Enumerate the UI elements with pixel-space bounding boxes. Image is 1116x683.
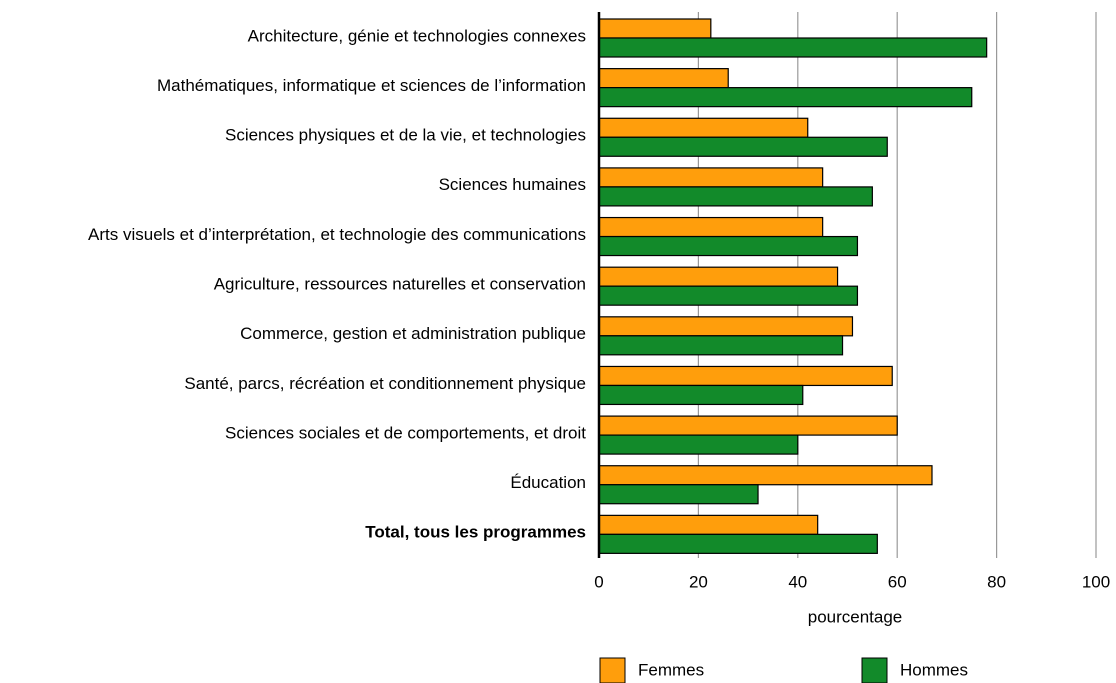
bar [598, 18, 712, 39]
legend-label: Hommes [900, 660, 968, 679]
bar [598, 235, 859, 257]
bar [598, 533, 878, 554]
bar [598, 465, 933, 486]
category-label: Architecture, génie et technologies conn… [248, 26, 586, 45]
bar [598, 285, 859, 306]
x-tick-label: 0 [594, 572, 603, 591]
x-tick-label: 20 [689, 572, 708, 591]
category-label: Arts visuels et d’interprétation, et tec… [88, 225, 586, 244]
bar [598, 186, 873, 207]
bar [598, 136, 888, 157]
bar [598, 365, 893, 387]
bar [598, 216, 824, 238]
legend-label: Femmes [638, 660, 704, 679]
category-label: Agriculture, ressources naturelles et co… [214, 274, 586, 293]
bar [598, 167, 824, 188]
bar [598, 434, 799, 455]
bar [598, 37, 988, 58]
category-label: Commerce, gestion et administration publ… [240, 324, 586, 343]
category-label: Santé, parcs, récréation et conditionnem… [184, 374, 586, 393]
category-label: Sciences physiques et de la vie, et tech… [225, 126, 586, 145]
x-tick-label: 40 [788, 572, 807, 591]
legend-swatch [861, 657, 888, 683]
x-tick-label: 80 [987, 572, 1006, 591]
bar [598, 415, 898, 436]
x-tick-label: 100 [1082, 572, 1110, 591]
x-tick-label: 60 [888, 572, 907, 591]
bar [598, 335, 844, 356]
category-label: Sciences humaines [439, 175, 586, 194]
category-label: Sciences sociales et de comportements, e… [225, 423, 586, 442]
bar [598, 484, 759, 505]
bar [598, 384, 804, 406]
bar [598, 117, 809, 138]
category-label: Éducation [510, 473, 586, 492]
bar [598, 266, 839, 287]
category-label: Total, tous les programmes [365, 523, 586, 542]
legend-swatch [599, 657, 626, 683]
bar [598, 87, 973, 108]
bar [598, 316, 854, 337]
x-axis-label: pourcentage [808, 607, 903, 626]
bar [598, 514, 819, 535]
category-label: Mathématiques, informatique et sciences … [157, 76, 586, 95]
bar [598, 68, 729, 89]
